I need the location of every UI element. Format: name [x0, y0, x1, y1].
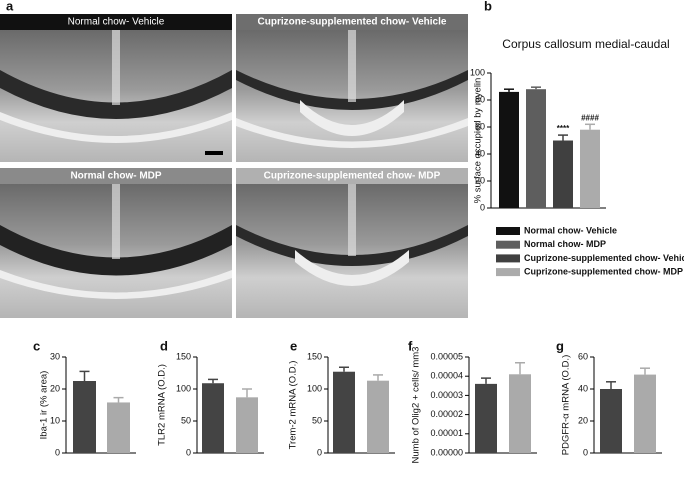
y-axis-label: Numb of Olig2 + cells/ mm3	[411, 347, 422, 464]
y-tick-label: 150	[176, 351, 191, 361]
panel-letter: e	[290, 338, 297, 353]
micrograph-label: Cuprizone-supplemented chow- Vehicle	[258, 17, 447, 28]
y-axis-label: % surface occupied by myelin	[473, 78, 484, 204]
legend-swatch	[496, 240, 520, 249]
y-tick-label: 50	[312, 415, 322, 425]
legend-swatch	[496, 227, 520, 235]
bar	[553, 140, 573, 208]
y-tick-label: 0.00004	[430, 371, 463, 381]
bar	[509, 374, 531, 453]
panel-letter: a	[6, 0, 14, 13]
y-tick-label: 0.00003	[430, 390, 463, 400]
y-tick-label: 40	[578, 383, 588, 393]
micrograph-label: Normal chow- Vehicle	[68, 17, 165, 28]
legend-label: Normal chow- Vehicle	[524, 225, 617, 235]
y-tick-label: 150	[307, 351, 322, 361]
y-tick-label: 20	[578, 415, 588, 425]
y-tick-label: 0.00002	[430, 409, 463, 419]
bar	[475, 383, 497, 453]
y-tick-label: 0	[55, 447, 60, 457]
significance-label: ####	[581, 113, 599, 122]
y-axis-label: PDGFR-α mRNA (O.D.)	[561, 355, 572, 456]
y-tick-label: 0	[480, 202, 485, 212]
bar	[333, 371, 355, 453]
y-tick-label: 0.00005	[430, 351, 463, 361]
bar	[202, 383, 224, 453]
y-tick-label: 50	[181, 415, 191, 425]
y-tick-label: 0	[583, 447, 588, 457]
micrograph: Normal chow- MDP	[0, 168, 232, 318]
legend-label: Cuprizone-supplemented chow- MDP	[524, 266, 683, 276]
bar	[73, 381, 96, 453]
bar	[367, 380, 389, 453]
y-tick-label: 80	[475, 94, 485, 104]
panel-letter: g	[556, 338, 564, 353]
y-tick-label: 0	[317, 447, 322, 457]
panel-letter: f	[408, 338, 413, 353]
y-tick-label: 100	[470, 67, 485, 77]
legend-swatch	[496, 254, 520, 263]
y-tick-label: 20	[475, 175, 485, 185]
legend-swatch	[496, 268, 520, 277]
y-tick-label: 40	[475, 148, 485, 158]
bar	[499, 91, 519, 208]
y-tick-label: 0.00001	[430, 428, 463, 438]
y-tick-label: 100	[176, 383, 191, 393]
bar	[580, 129, 600, 208]
bar	[236, 397, 258, 453]
y-tick-label: 20	[50, 383, 60, 393]
y-axis-label: TLR2 mRNA (O.D.)	[157, 364, 168, 446]
y-axis-label: Iba-1 ir (% area)	[39, 371, 50, 440]
bar	[634, 374, 656, 453]
chart-title: Corpus callosum medial-caudal	[502, 37, 669, 51]
micrograph: Cuprizone-supplemented chow- MDP	[236, 168, 468, 318]
y-tick-label: 60	[578, 351, 588, 361]
micrograph: Normal chow- Vehicle	[0, 14, 232, 162]
y-tick-label: 100	[307, 383, 322, 393]
micrograph-label: Cuprizone-supplemented chow- MDP	[264, 171, 441, 182]
y-tick-label: 0.00000	[430, 447, 463, 457]
micrograph: Cuprizone-supplemented chow- Vehicle	[236, 14, 468, 162]
y-tick-label: 0	[186, 447, 191, 457]
bar	[600, 389, 622, 453]
y-axis-label: Trem-2 mRNA (O.D.)	[288, 361, 299, 450]
legend-label: Normal chow- MDP	[524, 239, 606, 249]
bar	[107, 402, 130, 453]
panel-letter: d	[160, 338, 168, 353]
micrograph-label: Normal chow- MDP	[70, 171, 161, 182]
bar	[526, 89, 546, 208]
y-tick-label: 60	[475, 121, 485, 131]
panel-letter: c	[33, 338, 40, 353]
significance-label: ****	[557, 124, 570, 133]
y-tick-label: 10	[50, 415, 60, 425]
legend-label: Cuprizone-supplemented chow- Vehicle	[524, 253, 684, 263]
y-tick-label: 30	[50, 351, 60, 361]
panel-letter: b	[484, 0, 492, 13]
